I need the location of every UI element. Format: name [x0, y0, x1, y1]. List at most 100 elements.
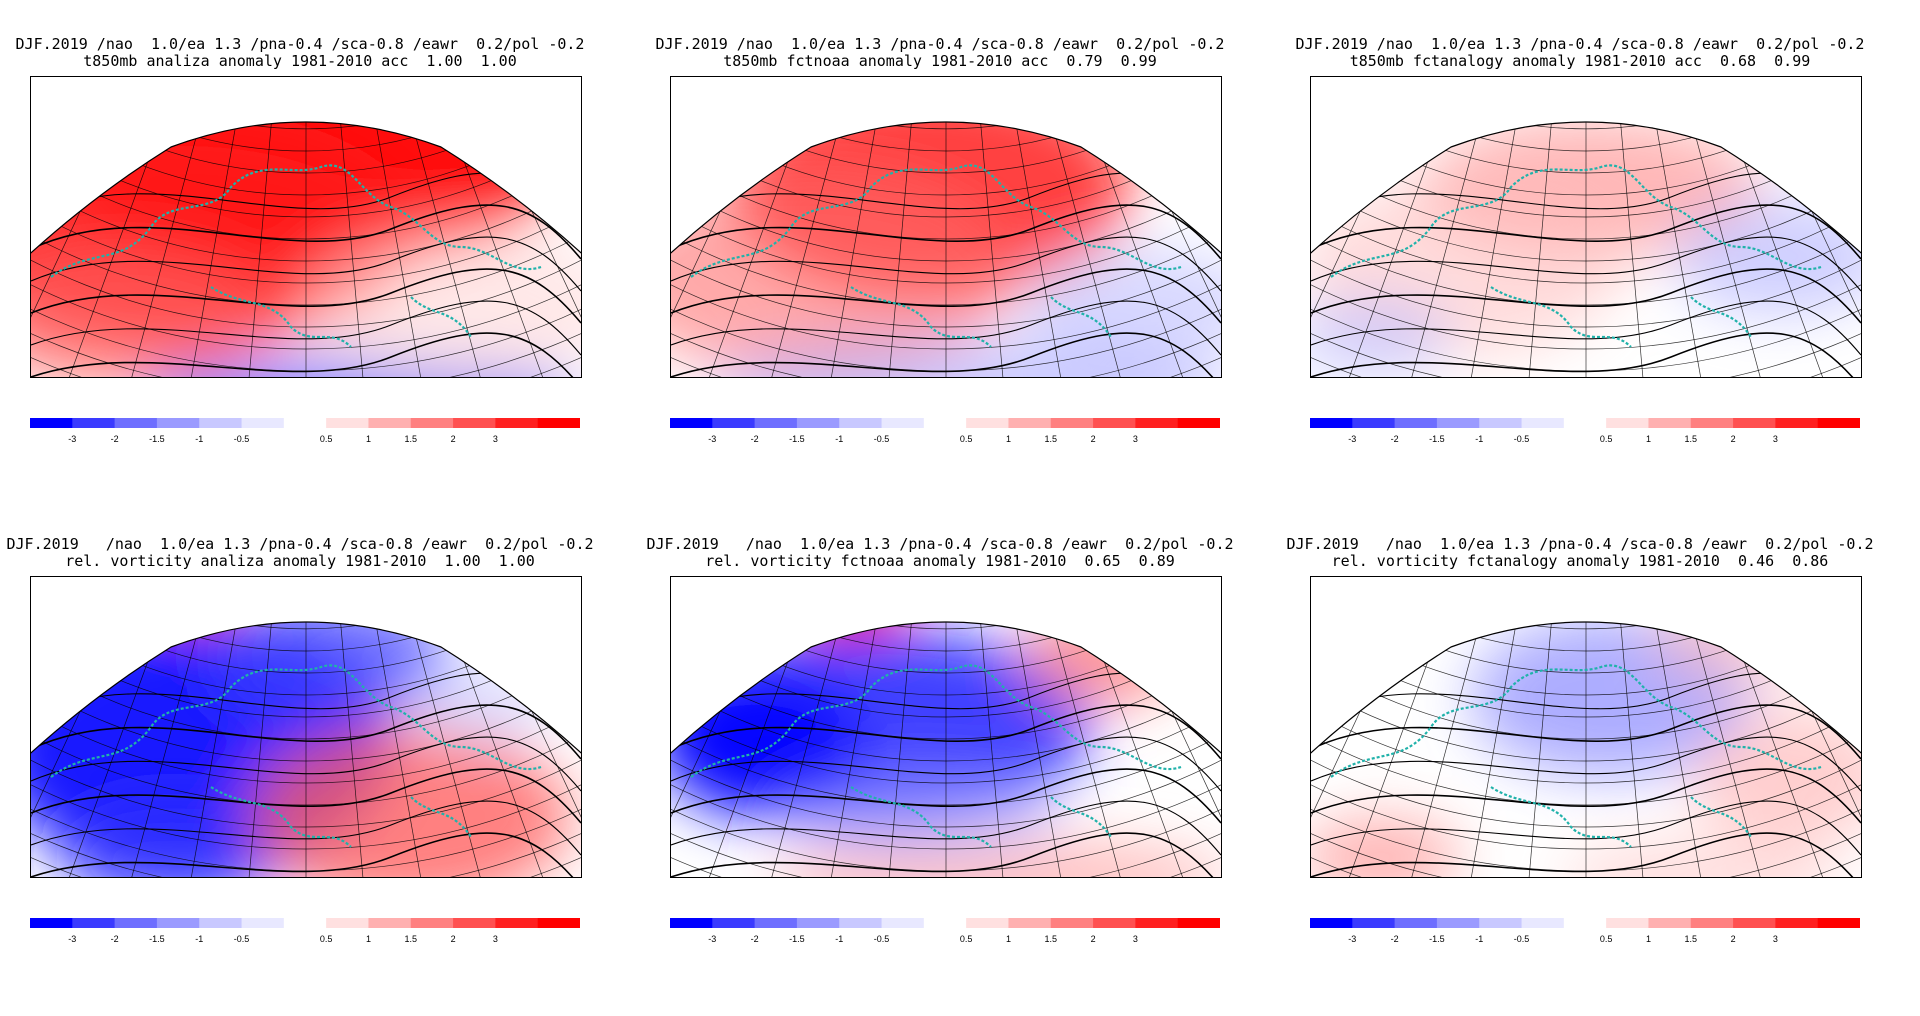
- colorbar-tick-label: 1: [1006, 934, 1011, 944]
- colorbar-tick-label: -1.5: [789, 434, 805, 444]
- colorbar-swatch: [1310, 418, 1353, 428]
- colorbar-swatch: [1521, 418, 1565, 428]
- colorbar-swatch: [1394, 418, 1438, 428]
- colorbar-tick-label: -1: [1475, 934, 1483, 944]
- map-plot: [671, 621, 1221, 877]
- colorbar-swatch: [1008, 418, 1052, 428]
- panel-title-line2: rel. vorticity fctnoaa anomaly 1981-2010…: [705, 552, 1175, 570]
- colorbar-tick-label: 3: [1773, 934, 1778, 944]
- colorbar-swatch: [241, 918, 285, 928]
- colorbar-tick-label: -1: [835, 434, 843, 444]
- colorbar-tick-label: -2: [1391, 434, 1399, 444]
- colorbar-tick-label: -0.5: [234, 434, 250, 444]
- colorbar-tick-label: -2: [751, 434, 759, 444]
- colorbar-tick-label: 1.5: [405, 934, 418, 944]
- colorbar-tick-label: -0.5: [874, 934, 890, 944]
- colorbar: -3 -2 -1.5 -1 -0.5 0.5 1 1.5 2 3: [1310, 418, 1860, 458]
- colorbar-tick-label: -0.5: [1514, 434, 1530, 444]
- colorbar-swatch: [712, 918, 756, 928]
- colorbar-swatch: [796, 418, 840, 428]
- colorbar-swatch: [156, 418, 200, 428]
- colorbar-tick-label: -1: [835, 934, 843, 944]
- colorbar-swatch: [1135, 418, 1179, 428]
- colorbar-swatch: [1050, 418, 1094, 428]
- map-panel-2: DJF.2019 /nao 1.0/ea 1.3 /pna-0.4 /sca-0…: [640, 36, 1240, 516]
- colorbar-swatch: [966, 918, 1009, 928]
- colorbar-tick-label: 0.5: [320, 934, 333, 944]
- map-panel-6: DJF.2019 /nao 1.0/ea 1.3 /pna-0.4 /sca-0…: [1280, 536, 1880, 1016]
- colorbar-tick-label: 2: [451, 434, 456, 444]
- colorbar-swatch: [1690, 918, 1734, 928]
- colorbar-tick-label: 0.5: [1600, 434, 1613, 444]
- colorbar-tick-label: -2: [751, 934, 759, 944]
- panel-title-line1: DJF.2019 /nao 1.0/ea 1.3 /pna-0.4 /sca-0…: [655, 35, 1225, 53]
- colorbar-swatch: [241, 418, 285, 428]
- colorbar-tick-label: 0.5: [320, 434, 333, 444]
- colorbar-tick-label: -3: [1348, 934, 1356, 944]
- colorbar-swatch: [199, 418, 243, 428]
- colorbar-swatch: [1606, 918, 1649, 928]
- colorbar-swatch: [368, 918, 412, 928]
- panel-title-line2: t850mb fctanalogy anomaly 1981-2010 acc …: [1349, 52, 1811, 70]
- colorbar-swatch: [495, 418, 539, 428]
- colorbar-swatch: [30, 918, 73, 928]
- colorbar-tick-label: 3: [1773, 434, 1778, 444]
- colorbar-tick-label: -1.5: [149, 934, 165, 944]
- colorbar-swatch: [453, 918, 496, 928]
- colorbar-swatch: [537, 418, 580, 428]
- colorbar-tick-label: -1.5: [149, 434, 165, 444]
- colorbar-swatch: [1479, 918, 1523, 928]
- map-plot: [671, 121, 1221, 377]
- panel-title-line2: t850mb fctnoaa anomaly 1981-2010 acc 0.7…: [723, 52, 1157, 70]
- colorbar-tick-label: 1: [1646, 934, 1651, 944]
- colorbar: -3 -2 -1.5 -1 -0.5 0.5 1 1.5 2 3: [1310, 918, 1860, 958]
- colorbar-tick-label: 3: [493, 434, 498, 444]
- colorbar-swatch: [326, 418, 369, 428]
- panel-title-line1: DJF.2019 /nao 1.0/ea 1.3 /pna-0.4 /sca-0…: [1295, 35, 1865, 53]
- panel-title-line1: DJF.2019 /nao 1.0/ea 1.3 /pna-0.4 /sca-0…: [646, 535, 1234, 553]
- colorbar-swatch: [1093, 418, 1136, 428]
- colorbar-tick-label: -1: [195, 934, 203, 944]
- colorbar-swatch: [114, 918, 158, 928]
- colorbar-swatch: [1050, 918, 1094, 928]
- colorbar-swatch: [1563, 418, 1607, 428]
- colorbar-swatch: [670, 418, 713, 428]
- colorbar: -3 -2 -1.5 -1 -0.5 0.5 1 1.5 2 3: [30, 418, 580, 458]
- colorbar-swatch: [1394, 918, 1438, 928]
- colorbar-swatch: [368, 418, 412, 428]
- panel-title-line1: DJF.2019 /nao 1.0/ea 1.3 /pna-0.4 /sca-0…: [15, 35, 585, 53]
- colorbar-tick-label: 1.5: [1685, 434, 1698, 444]
- map-panel-5: DJF.2019 /nao 1.0/ea 1.3 /pna-0.4 /sca-0…: [640, 536, 1240, 1016]
- colorbar-swatch: [670, 918, 713, 928]
- map-area: [30, 76, 582, 378]
- colorbar-tick-label: -1.5: [1429, 434, 1445, 444]
- map-area: [670, 76, 1222, 378]
- colorbar-tick-label: -1: [1475, 434, 1483, 444]
- colorbar-tick-label: -3: [68, 434, 76, 444]
- colorbar-swatch: [1817, 418, 1860, 428]
- colorbar-swatch: [114, 418, 158, 428]
- colorbar-tick-label: -0.5: [874, 434, 890, 444]
- map-plot: [31, 121, 581, 377]
- colorbar-swatch: [1733, 418, 1776, 428]
- colorbar-tick-label: 0.5: [1600, 934, 1613, 944]
- map-panel-3: DJF.2019 /nao 1.0/ea 1.3 /pna-0.4 /sca-0…: [1280, 36, 1880, 516]
- colorbar-swatch: [1436, 418, 1480, 428]
- map-area: [1310, 76, 1862, 378]
- colorbar-swatch: [923, 918, 967, 928]
- colorbar-tick-label: -2: [1391, 934, 1399, 944]
- colorbar-tick-label: 1: [366, 934, 371, 944]
- colorbar-swatch: [453, 418, 496, 428]
- colorbar-swatch: [923, 418, 967, 428]
- colorbar-swatch: [1563, 918, 1607, 928]
- colorbar: -3 -2 -1.5 -1 -0.5 0.5 1 1.5 2 3: [30, 918, 580, 958]
- map-area: [1310, 576, 1862, 878]
- map-plot: [31, 621, 581, 877]
- colorbar-swatch: [839, 418, 883, 428]
- map-panel-1: DJF.2019 /nao 1.0/ea 1.3 /pna-0.4 /sca-0…: [0, 36, 600, 516]
- colorbar-swatch: [537, 918, 580, 928]
- colorbar-tick-label: 1: [366, 434, 371, 444]
- colorbar-tick-label: 1: [1646, 434, 1651, 444]
- colorbar-tick-label: 1.5: [1045, 434, 1058, 444]
- panel-title-line2: rel. vorticity fctanalogy anomaly 1981-2…: [1331, 552, 1829, 570]
